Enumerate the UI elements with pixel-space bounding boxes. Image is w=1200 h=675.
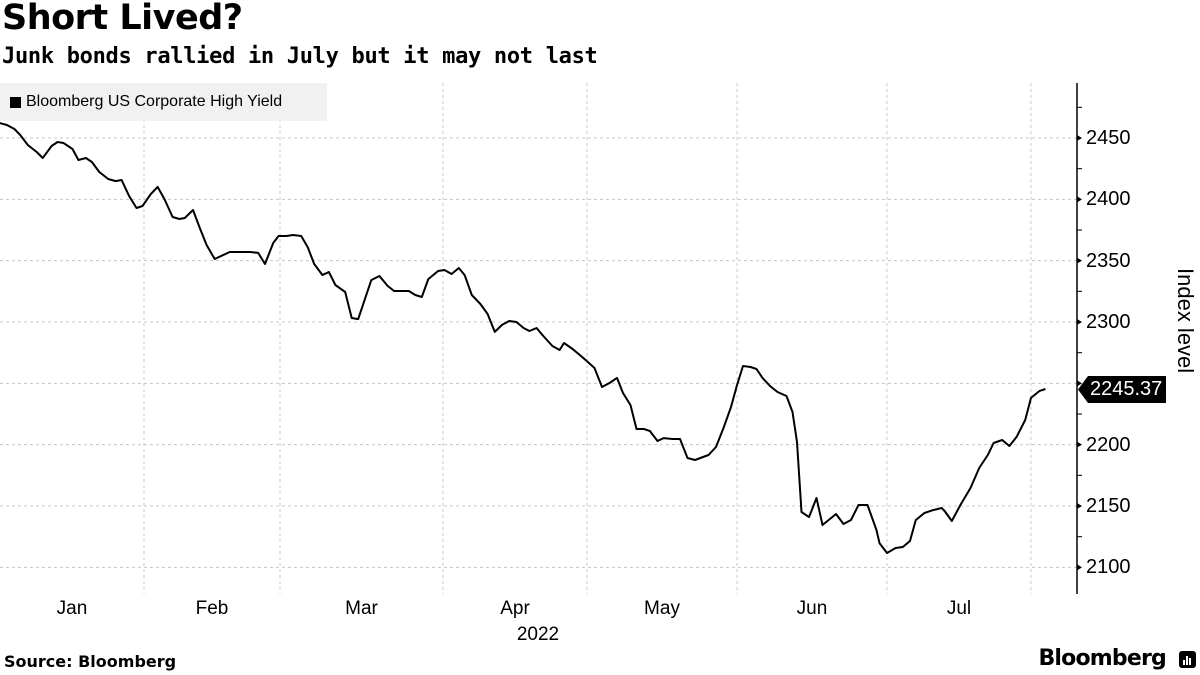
y-axis-label: Index level — [1173, 268, 1198, 374]
y-tick-label: 2300 — [1086, 311, 1131, 333]
x-tick-label: Jul — [946, 598, 972, 619]
series-line-high-yield — [0, 122, 1046, 554]
y-tick-label: 2200 — [1086, 433, 1131, 456]
legend: Bloomberg US Corporate High Yield — [0, 83, 327, 121]
y-tick-label: 2450 — [1086, 127, 1131, 149]
x-tick-label: May — [644, 598, 680, 619]
chart-title: Short Lived? — [2, 0, 243, 38]
x-tick-label: Apr — [500, 598, 530, 619]
last-value-tag: 2245.37 — [1078, 376, 1167, 403]
legend-swatch — [10, 96, 21, 108]
bloomberg-chart-icon — [1179, 651, 1196, 668]
x-tick-label: Mar — [345, 598, 378, 619]
y-tick-label: 2400 — [1086, 188, 1131, 211]
gridlines — [0, 83, 1077, 594]
x-tick-label: Feb — [195, 598, 229, 619]
x-tick-label: Jun — [796, 598, 828, 619]
y-tick-label: 2100 — [1086, 556, 1131, 579]
y-tick-label: 2150 — [1086, 495, 1131, 517]
legend-label: Bloomberg US Corporate High Yield — [26, 93, 283, 110]
brand-logo: Bloomberg — [1038, 646, 1166, 671]
source-note: Source: Bloomberg — [4, 652, 177, 671]
x-tick-label: Jan — [56, 598, 88, 619]
chart-subtitle: Junk bonds rallied in July but it may no… — [2, 44, 598, 69]
y-tick-label: 2350 — [1086, 249, 1131, 272]
y-axis — [1076, 83, 1082, 594]
x-axis-year: 2022 — [516, 624, 560, 645]
